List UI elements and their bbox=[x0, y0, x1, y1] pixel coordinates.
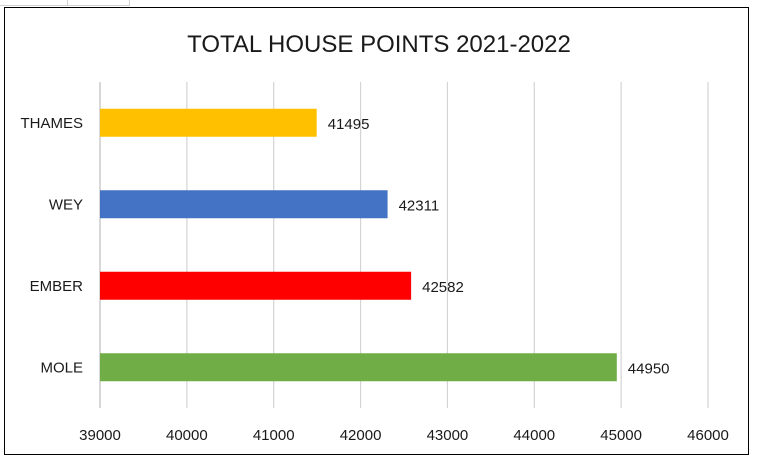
chart-title: TOTAL HOUSE POINTS 2021-2022 bbox=[187, 31, 571, 58]
category-label: WEY bbox=[49, 196, 83, 213]
x-axis-tick-labels: 39000 40000 41000 42000 43000 44000 45000 46000 bbox=[79, 427, 729, 444]
bars bbox=[100, 108, 617, 382]
data-label: 44950 bbox=[628, 360, 670, 377]
data-label: 42311 bbox=[399, 197, 440, 214]
bar-ember bbox=[100, 271, 412, 300]
bar-wey bbox=[100, 190, 388, 219]
x-tick-label: 46000 bbox=[687, 427, 729, 444]
x-tick-label: 43000 bbox=[427, 427, 469, 444]
category-label: EMBER bbox=[30, 278, 84, 295]
data-label: 42582 bbox=[422, 279, 464, 296]
bar-mole bbox=[100, 353, 617, 382]
x-tick-label: 45000 bbox=[600, 427, 642, 444]
bar-thames bbox=[100, 108, 317, 137]
data-label: 41495 bbox=[328, 116, 370, 133]
x-tick-label: 39000 bbox=[79, 427, 121, 444]
x-tick-label: 42000 bbox=[340, 427, 382, 444]
x-tick-label: 40000 bbox=[166, 427, 208, 444]
data-labels: 41495 42311 42582 44950 bbox=[328, 116, 670, 378]
category-label: MOLE bbox=[40, 359, 83, 376]
category-labels: THAMES WEY EMBER MOLE bbox=[20, 115, 83, 377]
x-tick-label: 41000 bbox=[253, 427, 295, 444]
x-tick-label: 44000 bbox=[513, 427, 555, 444]
category-label: THAMES bbox=[20, 115, 83, 132]
